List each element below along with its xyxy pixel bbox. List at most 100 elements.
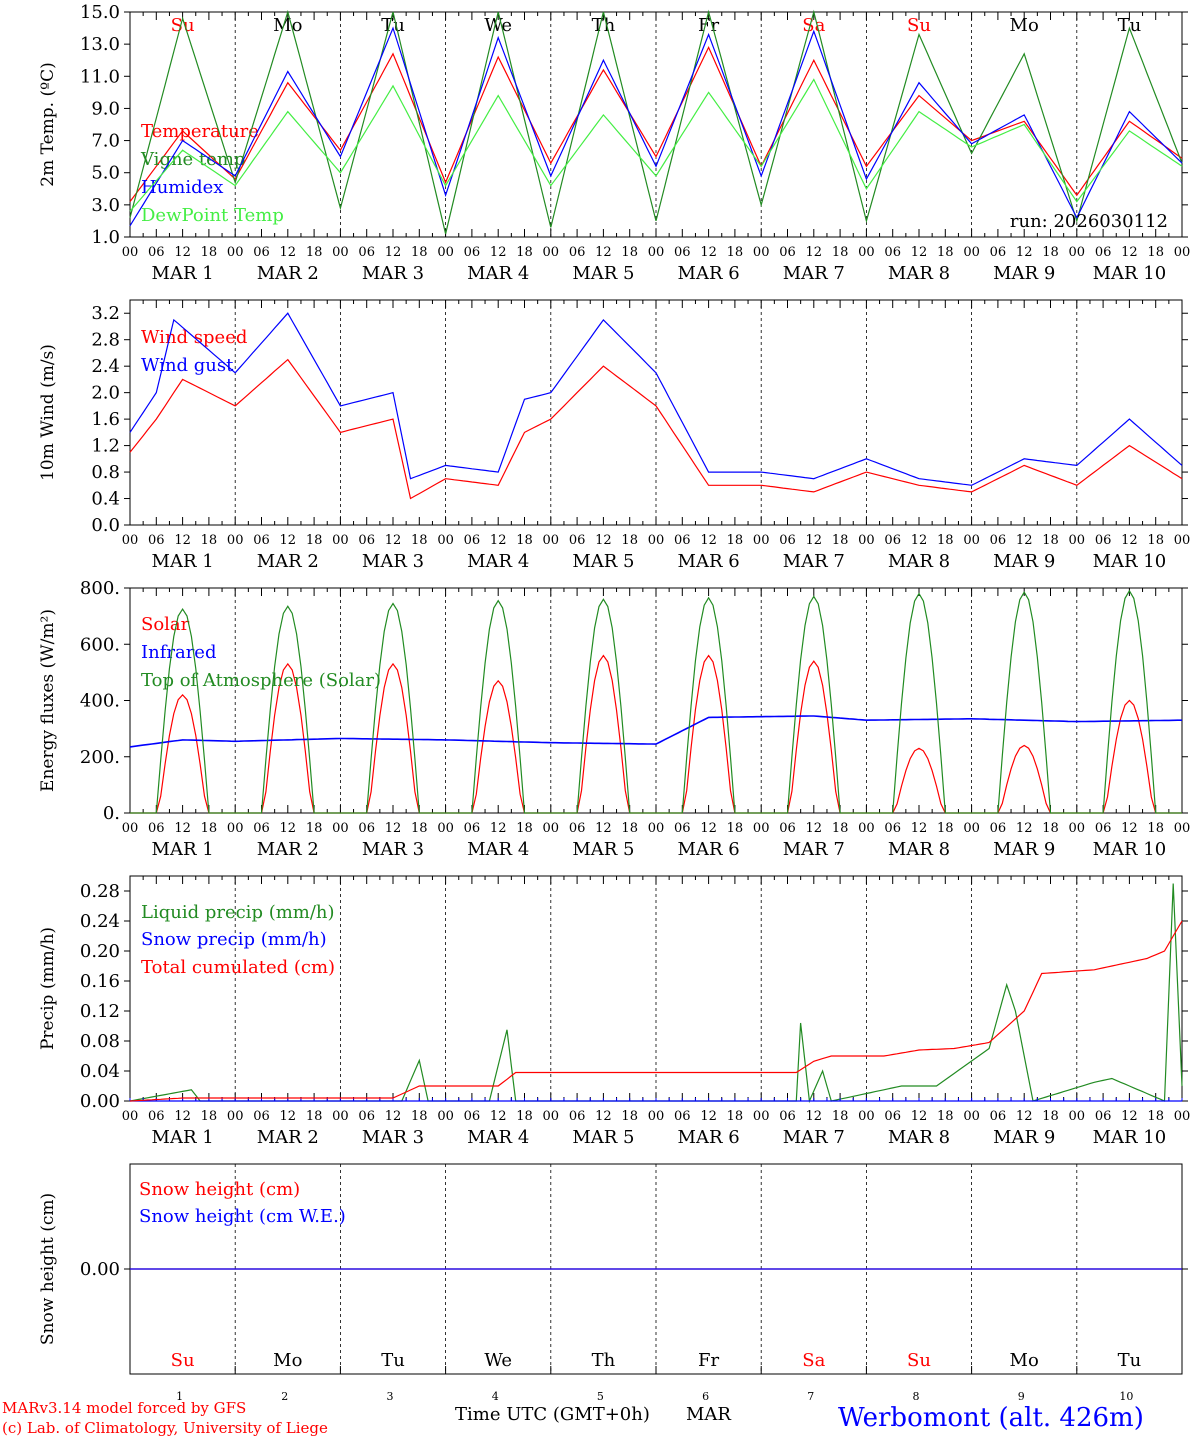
x-hour-label: 06 <box>253 533 270 548</box>
x-date-label: MAR 3 <box>362 551 424 572</box>
x-hour-label: 06 <box>358 533 375 548</box>
x-hour-label: 06 <box>148 245 165 260</box>
x-date-label: MAR 6 <box>678 1127 740 1148</box>
x-hour-label: 12 <box>1016 245 1033 260</box>
x-date-label: MAR 1 <box>152 1127 214 1148</box>
day-number-label: 6 <box>702 1390 709 1403</box>
x-hour-label: 00 <box>753 245 770 260</box>
x-hour-label: 18 <box>727 245 744 260</box>
x-hour-label: 12 <box>911 245 928 260</box>
x-hour-label: 00 <box>122 245 139 260</box>
weekday-label: We <box>484 1350 512 1371</box>
time-axis-title: Time UTC (GMT+0h) <box>455 1404 650 1425</box>
legend-entry: Wind gust <box>141 355 234 376</box>
y-tick-label: 11.0 <box>80 66 120 87</box>
x-hour-label: 18 <box>621 821 638 836</box>
x-date-label: MAR 4 <box>467 263 529 284</box>
day-number-label: 3 <box>387 1390 394 1403</box>
x-hour-label: 18 <box>201 821 218 836</box>
x-hour-label: 18 <box>201 1109 218 1124</box>
y-tick-label: 0.28 <box>80 881 120 902</box>
x-hour-label: 06 <box>464 245 481 260</box>
x-hour-label: 00 <box>858 821 875 836</box>
x-date-label: MAR 8 <box>888 839 950 860</box>
x-hour-label: 12 <box>1016 533 1033 548</box>
y-tick-label: 13.0 <box>80 34 120 55</box>
x-hour-label: 06 <box>253 821 270 836</box>
x-hour-label: 18 <box>306 1109 323 1124</box>
x-hour-label: 00 <box>1069 245 1086 260</box>
y-tick-label: 0.0 <box>91 515 120 536</box>
panel-1: 1.0 3.0 5.0 7.0 9.0 11.0 13.0 15.0 2m Temp. (ºC)… <box>38 2 1190 284</box>
model-credit: MARv3.14 model forced by GFS <box>2 1399 247 1417</box>
day-number-label: 9 <box>1018 1390 1025 1403</box>
x-hour-label: 18 <box>832 1109 849 1124</box>
x-hour-label: 18 <box>516 1109 533 1124</box>
x-hour-label: 12 <box>385 245 402 260</box>
plot-frame <box>129 299 1183 526</box>
x-hour-label: 12 <box>806 533 823 548</box>
x-date-label: MAR 5 <box>572 839 634 860</box>
legend-entry: Snow precip (mm/h) <box>141 929 327 950</box>
x-date-label: MAR 8 <box>888 1127 950 1148</box>
y-axis-label: Energy fluxes (W/m²) <box>38 609 58 792</box>
x-hour-label: 12 <box>911 1109 928 1124</box>
x-hour-label: 18 <box>516 821 533 836</box>
x-hour-label: 06 <box>358 821 375 836</box>
y-axis-label: 2m Temp. (ºC) <box>38 62 58 187</box>
x-hour-label: 00 <box>1174 245 1191 260</box>
x-hour-label: 12 <box>280 1109 297 1124</box>
x-hour-label: 06 <box>358 245 375 260</box>
x-hour-label: 06 <box>884 533 901 548</box>
x-hour-label: 06 <box>779 245 796 260</box>
x-hour-label: 18 <box>832 533 849 548</box>
x-hour-label: 06 <box>674 245 691 260</box>
x-hour-label: 12 <box>806 245 823 260</box>
x-hour-label: 12 <box>174 1109 191 1124</box>
x-hour-label: 12 <box>174 821 191 836</box>
x-hour-label: 18 <box>1147 821 1164 836</box>
x-hour-label: 18 <box>1042 245 1059 260</box>
x-date-label: MAR 7 <box>783 551 845 572</box>
y-axis-label: Snow height (cm) <box>38 1193 58 1345</box>
x-hour-label: 00 <box>543 1109 560 1124</box>
x-date-label: MAR 6 <box>678 839 740 860</box>
x-hour-label: 06 <box>990 821 1007 836</box>
y-axis-label: Precip (mm/h) <box>38 927 58 1050</box>
y-tick-label: 800. <box>80 578 120 599</box>
x-hour-label: 12 <box>1121 1109 1138 1124</box>
x-hour-label: 00 <box>227 821 244 836</box>
x-date-label: MAR 10 <box>1093 1127 1167 1148</box>
x-hour-label: 00 <box>963 821 980 836</box>
x-hour-label: 12 <box>490 533 507 548</box>
panel-5: 0.00 Snow height (cm) Su Mo Tu We Th Fr Sa Su Mo Tu… <box>38 1163 1188 1403</box>
y-tick-label: 0.04 <box>80 1061 120 1082</box>
x-hour-label: 12 <box>280 533 297 548</box>
weekday-label: Fr <box>698 15 719 36</box>
y-tick-label: 1.6 <box>91 409 120 430</box>
legend-entry: Solar <box>141 614 190 635</box>
x-date-label: MAR 1 <box>152 551 214 572</box>
x-hour-label: 12 <box>595 821 612 836</box>
x-date-label: MAR 2 <box>257 263 319 284</box>
y-tick-label: 9.0 <box>91 98 120 119</box>
x-hour-label: 18 <box>937 533 954 548</box>
x-date-label: MAR 5 <box>572 263 634 284</box>
x-hour-label: 00 <box>437 533 454 548</box>
y-tick-label: 3.0 <box>91 195 120 216</box>
x-hour-label: 00 <box>332 821 349 836</box>
x-hour-label: 00 <box>437 245 454 260</box>
x-hour-label: 18 <box>727 821 744 836</box>
x-date-label: MAR 10 <box>1093 551 1167 572</box>
series-line <box>129 920 1183 1102</box>
weekday-label: Mo <box>273 1350 302 1371</box>
series-line <box>129 358 1183 500</box>
x-hour-label: 00 <box>227 1109 244 1124</box>
lab-credit: (c) Lab. of Climatology, University of L… <box>2 1419 328 1437</box>
x-hour-label: 00 <box>122 1109 139 1124</box>
x-hour-label: 06 <box>674 1109 691 1124</box>
x-hour-label: 18 <box>727 533 744 548</box>
day-number-label: 10 <box>1119 1390 1133 1403</box>
x-hour-label: 12 <box>490 821 507 836</box>
weekday-label: Sa <box>802 1350 825 1371</box>
